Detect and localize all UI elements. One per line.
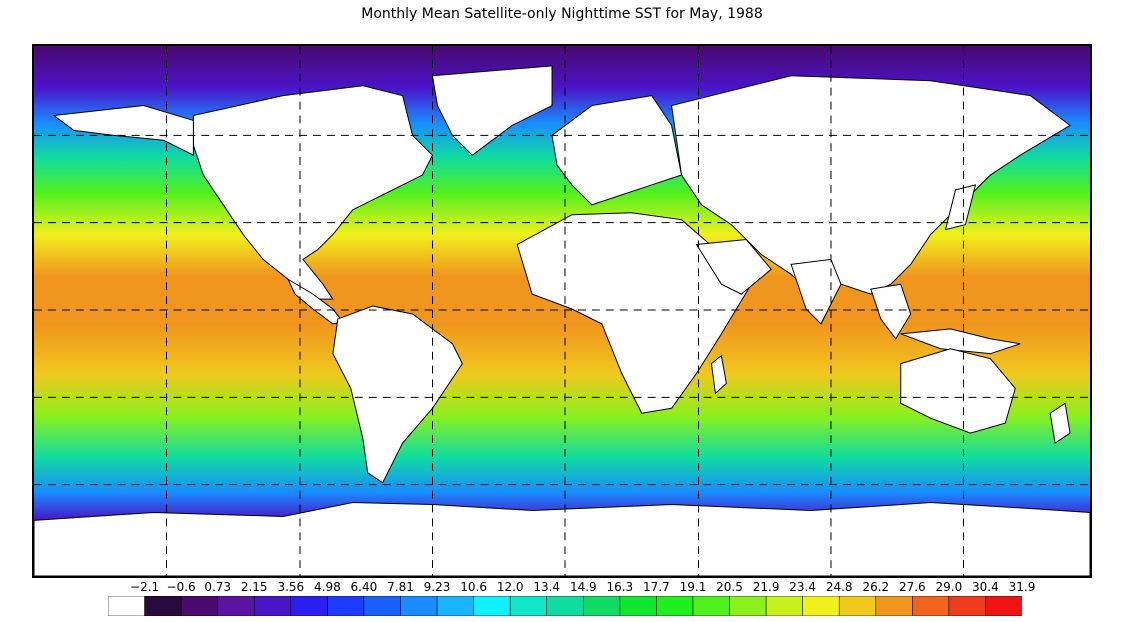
colorbar-swatch <box>363 596 402 616</box>
colorbar-swatch <box>985 596 1022 616</box>
colorbar-swatch <box>875 596 913 616</box>
land-madagascar <box>710 354 727 395</box>
colorbar-swatch <box>619 596 657 616</box>
graticule <box>34 46 1090 576</box>
colorbar-label: 9.23 <box>423 580 451 594</box>
land-japan <box>944 184 977 231</box>
colorbar-swatch <box>802 596 840 616</box>
colorbar-label: 6.40 <box>350 580 378 594</box>
colorbar-label: 17.7 <box>643 580 670 594</box>
colorbar-label: 10.6 <box>460 580 487 594</box>
landmasses <box>34 65 1090 576</box>
land-south-america <box>332 305 463 484</box>
colorbar-swatch <box>144 596 182 616</box>
colorbar-swatches <box>108 596 1022 616</box>
colorbar-swatch <box>692 596 731 616</box>
colorbar-swatch <box>217 596 255 616</box>
land-arabia <box>695 239 772 295</box>
colorbar-label: 26.2 <box>862 580 890 594</box>
colorbar-labels: −2.1 −0.6 0.73 2.15 3.56 4.98 6.40 7.81 9.23 10.6… <box>0 580 1124 596</box>
colorbar-swatch <box>400 596 438 616</box>
colorbar-label: 24.8 <box>825 580 853 594</box>
colorbar-label: 27.6 <box>898 580 926 594</box>
colorbar-label: 7.81 <box>387 580 414 594</box>
colorbar-swatch <box>912 596 950 616</box>
land-europe <box>551 95 683 206</box>
colorbar-swatch <box>582 596 621 616</box>
colorbar-swatch <box>108 596 146 616</box>
colorbar-label: 4.98 <box>314 580 341 594</box>
sst-map-canvas <box>34 46 1090 576</box>
colorbar-swatch <box>473 596 511 616</box>
colorbar-label: 21.9 <box>752 580 780 594</box>
land-north-america <box>192 85 434 300</box>
colorbar <box>108 596 1022 616</box>
land-indonesia <box>900 328 1021 355</box>
colorbar-label: 23.4 <box>789 580 816 594</box>
colorbar-label: 0.73 <box>204 580 232 594</box>
colorbar-label: 30.4 <box>972 580 999 594</box>
colorbar-swatch <box>546 596 584 616</box>
colorbar-label: 12.0 <box>496 580 524 594</box>
colorbar-swatch <box>327 596 365 616</box>
colorbar-label: 2.15 <box>240 580 268 594</box>
sst-map <box>32 44 1092 578</box>
land-asia <box>671 75 1071 295</box>
colorbar-label: 16.3 <box>606 580 634 594</box>
colorbar-label: −0.6 <box>166 580 196 594</box>
colorbar-swatch <box>656 596 694 616</box>
colorbar-label: −2.1 <box>130 580 160 594</box>
colorbar-swatch <box>436 596 475 616</box>
colorbar-label: 13.4 <box>533 580 561 594</box>
land-antarctica <box>34 502 1090 576</box>
colorbar-swatch <box>948 596 987 616</box>
land-greenland <box>431 65 553 156</box>
colorbar-swatch <box>253 596 292 616</box>
colorbar-label: 3.56 <box>277 580 305 594</box>
colorbar-label: 31.9 <box>1008 580 1036 594</box>
land-alaska <box>52 105 194 156</box>
land-southeast-asia <box>870 283 912 340</box>
colorbar-swatch <box>765 596 804 616</box>
land-new-zealand <box>1049 402 1071 444</box>
colorbar-label: 14.9 <box>569 580 597 594</box>
map-title: Monthly Mean Satellite-only Nighttime SS… <box>361 6 763 22</box>
colorbar-swatch <box>180 596 219 616</box>
colorbar-swatch <box>838 596 877 616</box>
colorbar-label: 20.5 <box>716 580 743 594</box>
colorbar-swatch <box>729 596 767 616</box>
colorbar-swatch <box>509 596 548 616</box>
land-africa <box>516 212 752 414</box>
colorbar-label: 29.0 <box>935 580 963 594</box>
colorbar-swatch <box>290 596 328 616</box>
colorbar-label: 19.1 <box>679 580 707 594</box>
